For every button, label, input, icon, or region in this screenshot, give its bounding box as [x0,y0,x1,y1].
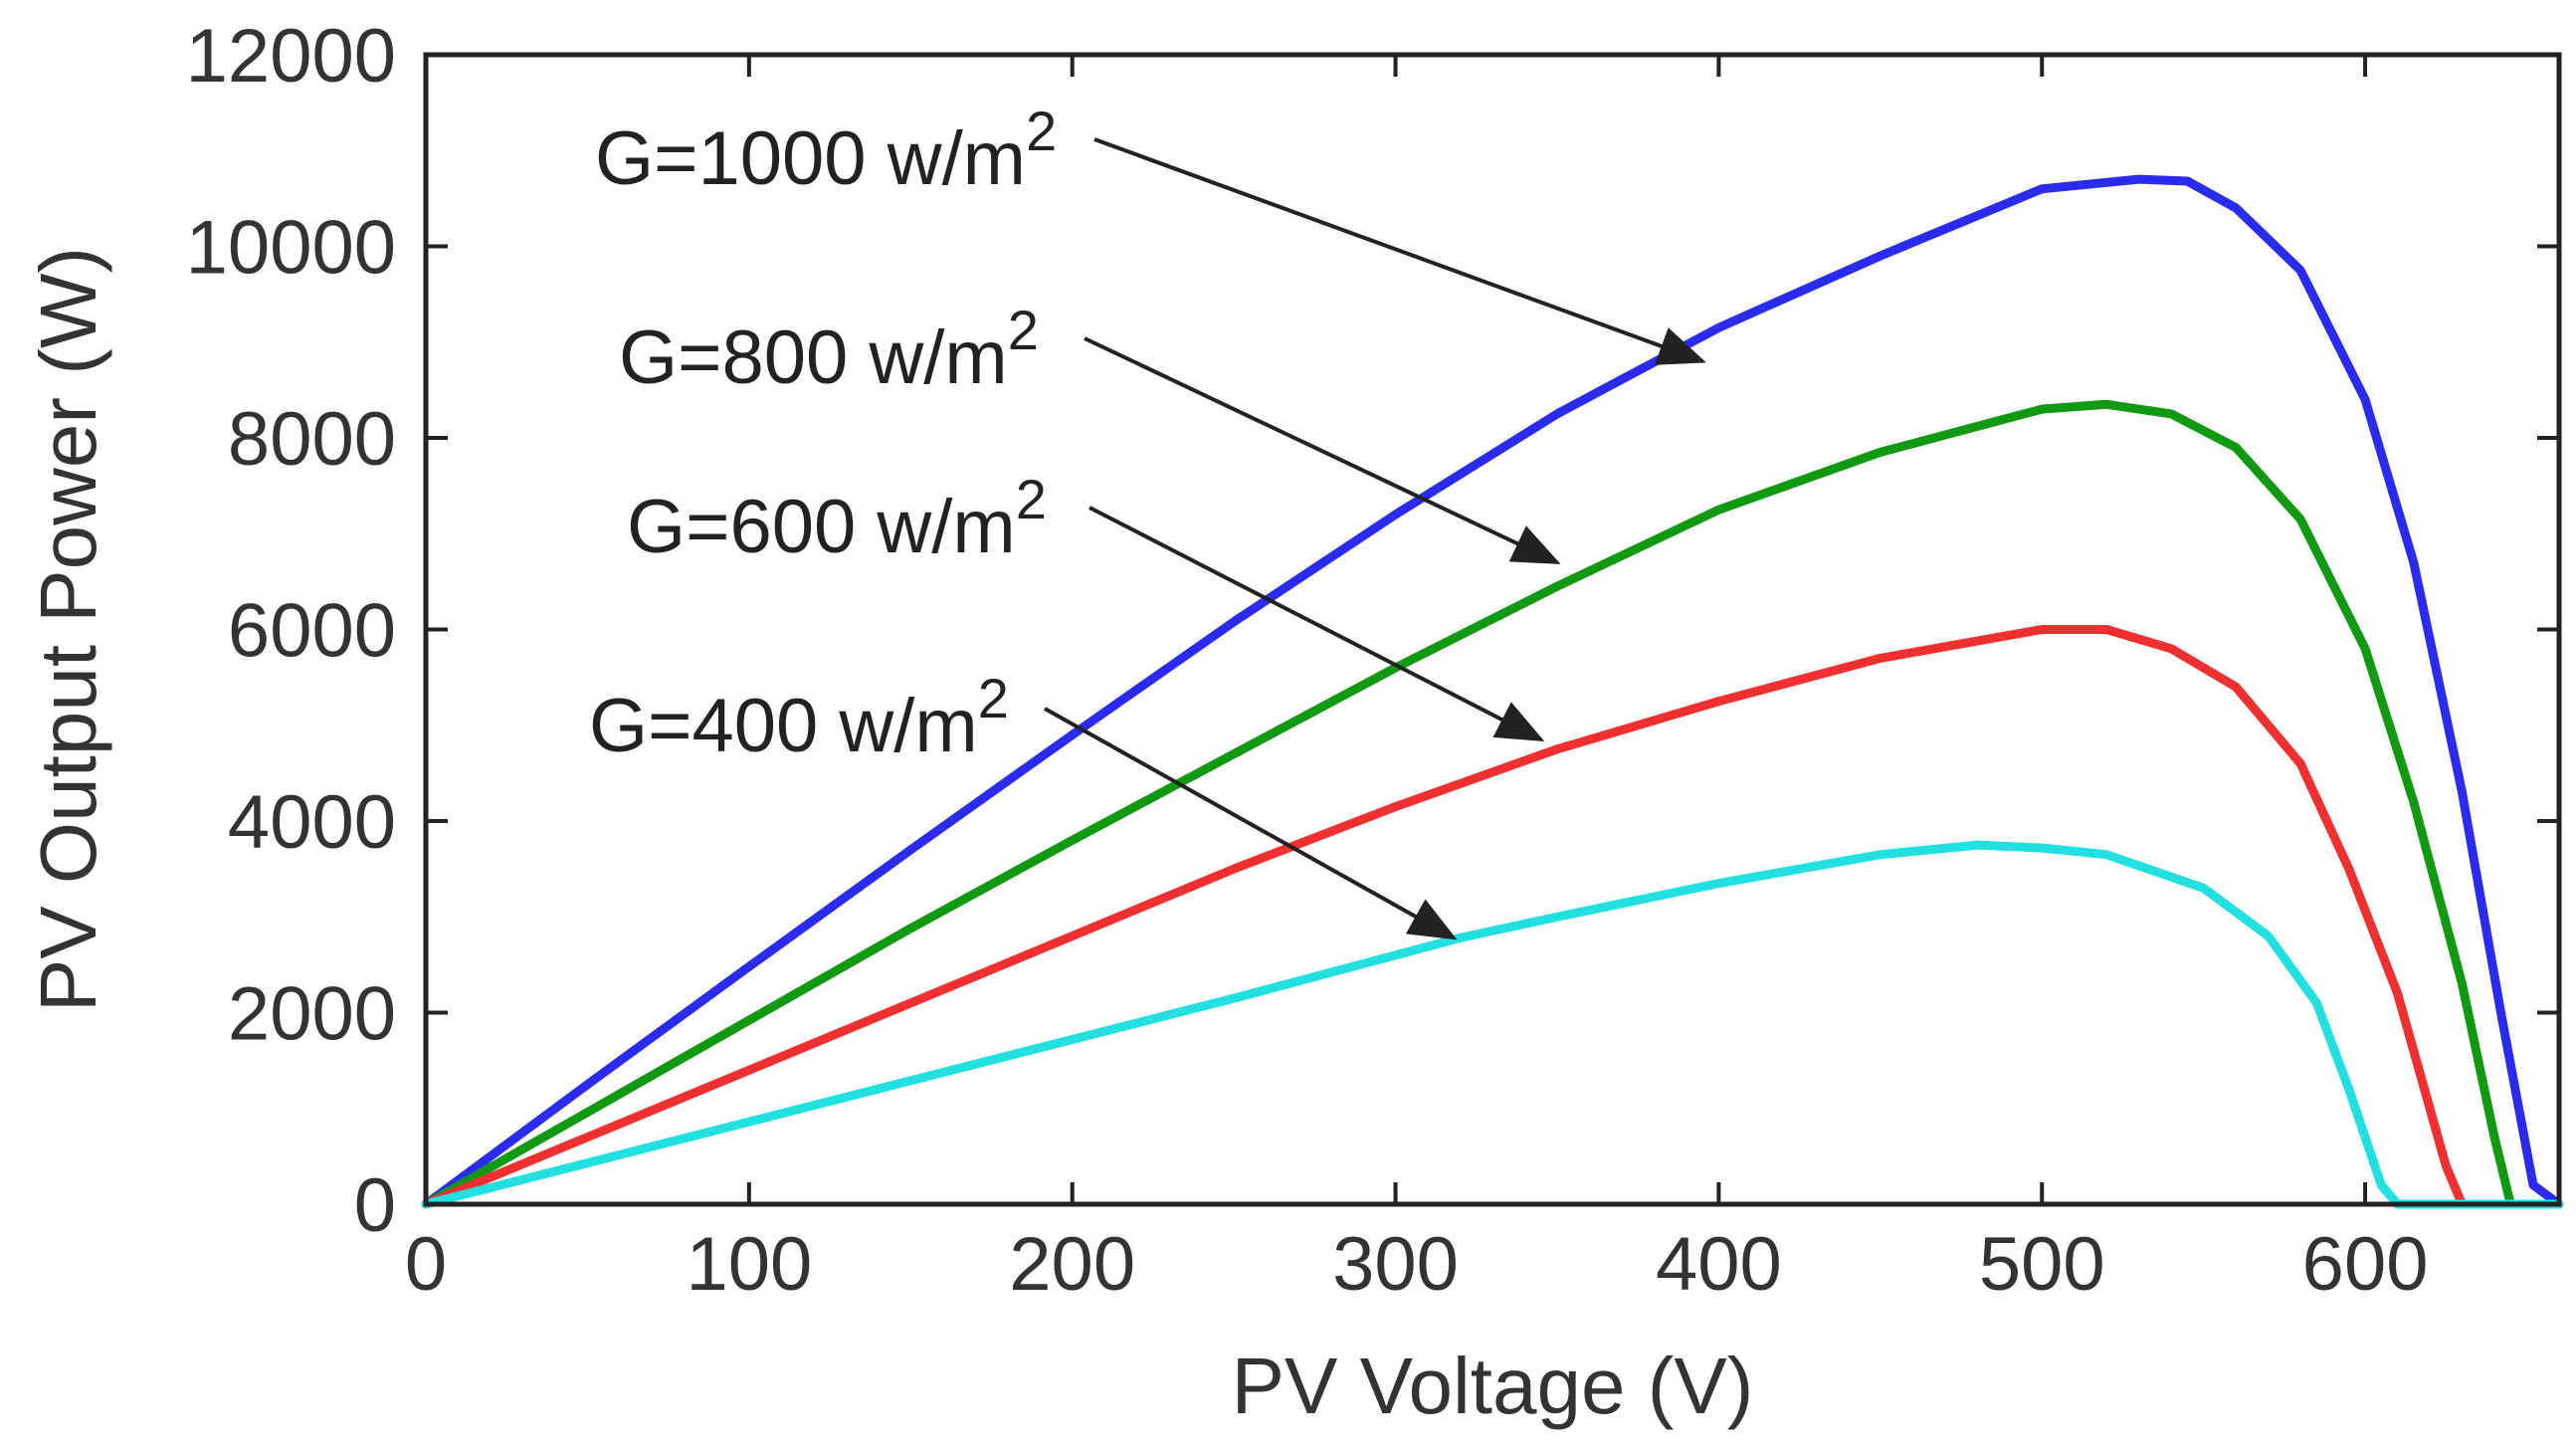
x-tick-label: 400 [1656,1222,1782,1307]
annotations-layer: G=1000 w/m2 G=800 w/m2 G=600 w/m2 G=400 w/m… [589,100,1706,940]
x-axis-title: PV Voltage (V) [1232,1342,1754,1430]
irradiance-label-2: G=800 w/m2 [619,299,1039,400]
y-tick-label: 10000 [186,206,396,291]
annotation-arrow-2 [1084,336,1561,564]
series-line-4 [421,840,2564,1209]
y-axis-ticks: 0 2000 4000 6000 8000 10000 12000 [186,14,2559,1248]
x-tick-label: 500 [1979,1222,2105,1307]
annotation-arrow-1 [1093,137,1706,365]
series-line-3 [421,625,2564,1209]
y-tick-label: 0 [354,1163,396,1248]
series-line-1 [421,174,2564,1209]
x-tick-label: 300 [1332,1222,1459,1307]
y-tick-label: 8000 [228,397,396,482]
x-tick-label: 100 [686,1222,812,1307]
y-tick-label: 2000 [228,972,396,1057]
x-tick-label: 0 [405,1222,447,1307]
annotation-arrow-3 [1089,506,1545,742]
series-line-2 [421,399,2564,1209]
y-tick-label: 12000 [186,14,396,99]
series-layer [421,174,2564,1209]
y-axis-title: PV Output Power (W) [24,247,112,1012]
y-tick-label: 6000 [228,589,396,674]
x-tick-label: 200 [1009,1222,1135,1307]
y-tick-label: 4000 [228,780,396,865]
x-axis-ticks: 0 100 200 300 400 500 600 [405,55,2429,1307]
irradiance-label-1: G=1000 w/m2 [595,100,1057,201]
annotation-arrow-4 [1044,707,1458,940]
irradiance-label-4: G=400 w/m2 [589,667,1009,768]
x-tick-label: 600 [2302,1222,2429,1307]
plot-frame [423,52,2562,1207]
irradiance-label-3: G=600 w/m2 [627,468,1047,569]
